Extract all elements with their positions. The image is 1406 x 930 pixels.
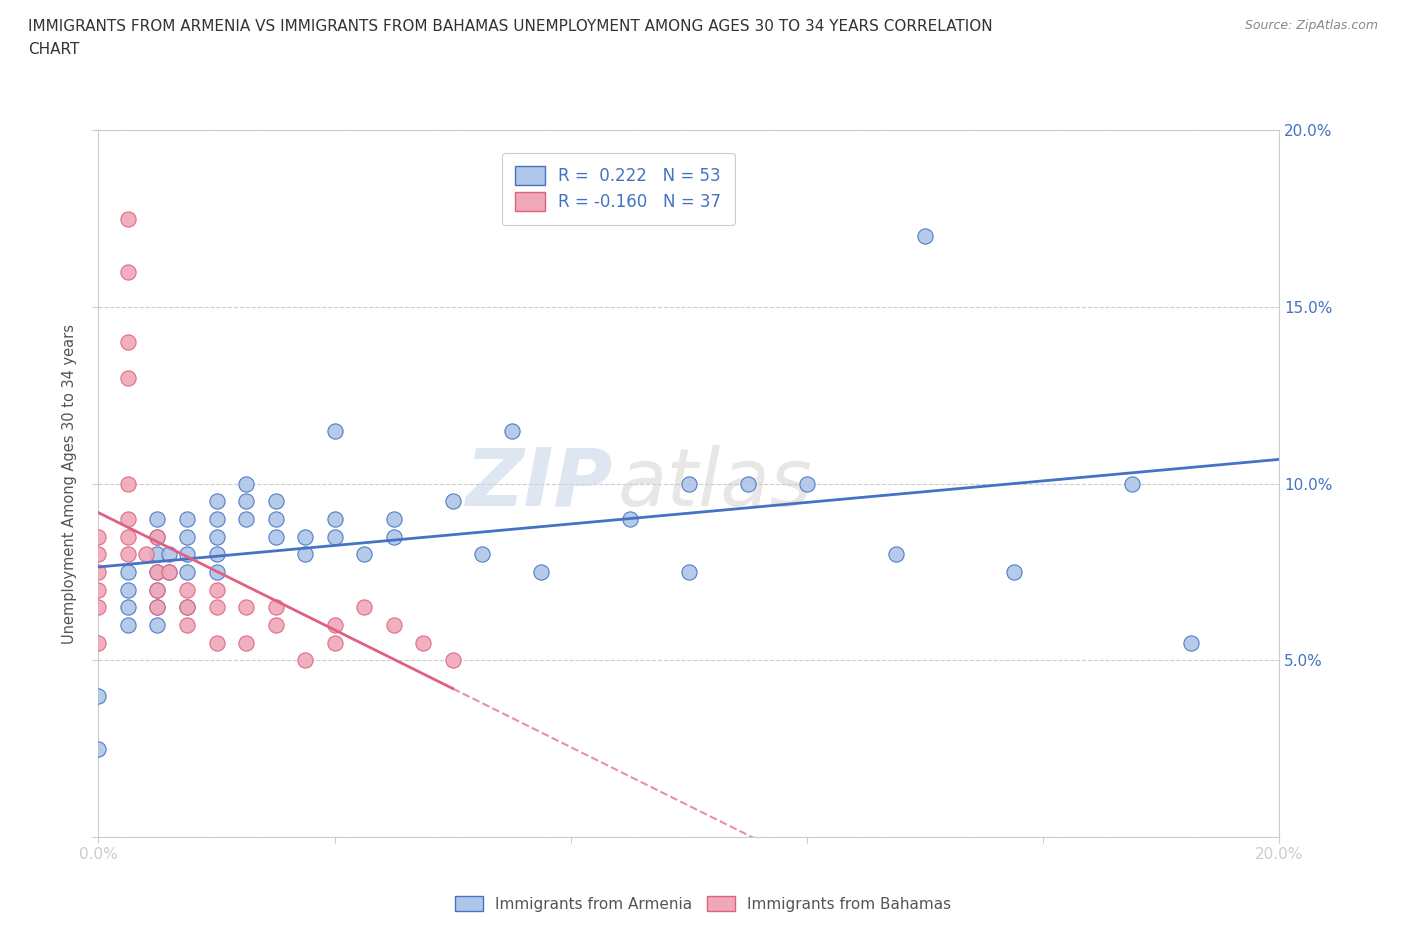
Text: IMMIGRANTS FROM ARMENIA VS IMMIGRANTS FROM BAHAMAS UNEMPLOYMENT AMONG AGES 30 TO: IMMIGRANTS FROM ARMENIA VS IMMIGRANTS FR… — [28, 19, 993, 33]
Point — [146, 618, 169, 632]
Point — [205, 512, 228, 526]
Point — [157, 565, 180, 579]
Point — [146, 565, 169, 579]
Y-axis label: Unemployment Among Ages 30 to 34 years: Unemployment Among Ages 30 to 34 years — [62, 324, 77, 644]
Point — [176, 582, 198, 597]
Point — [117, 600, 139, 615]
Point — [323, 635, 346, 650]
Point — [205, 494, 228, 509]
Point — [235, 600, 257, 615]
Point — [353, 600, 375, 615]
Point — [146, 547, 169, 562]
Point — [176, 618, 198, 632]
Point — [87, 582, 110, 597]
Point — [87, 635, 110, 650]
Point — [235, 494, 257, 509]
Point — [235, 512, 257, 526]
Point — [117, 582, 139, 597]
Legend: Immigrants from Armenia, Immigrants from Bahamas: Immigrants from Armenia, Immigrants from… — [449, 889, 957, 918]
Point — [264, 529, 287, 544]
Point — [117, 476, 139, 491]
Point — [117, 618, 139, 632]
Point — [117, 512, 139, 526]
Point — [135, 547, 157, 562]
Point — [87, 565, 110, 579]
Point — [176, 547, 198, 562]
Point — [117, 370, 139, 385]
Point — [294, 529, 316, 544]
Point — [157, 547, 180, 562]
Point — [264, 512, 287, 526]
Point — [382, 512, 405, 526]
Point — [205, 600, 228, 615]
Point — [678, 476, 700, 491]
Point — [619, 512, 641, 526]
Point — [176, 512, 198, 526]
Point — [176, 600, 198, 615]
Point — [146, 582, 169, 597]
Point — [441, 653, 464, 668]
Point — [117, 565, 139, 579]
Point — [441, 494, 464, 509]
Point — [205, 582, 228, 597]
Point — [884, 547, 907, 562]
Text: Source: ZipAtlas.com: Source: ZipAtlas.com — [1244, 19, 1378, 32]
Point — [117, 335, 139, 350]
Point — [235, 635, 257, 650]
Point — [382, 618, 405, 632]
Point — [323, 529, 346, 544]
Point — [87, 600, 110, 615]
Point — [146, 529, 169, 544]
Point — [323, 423, 346, 438]
Point — [146, 565, 169, 579]
Point — [205, 547, 228, 562]
Point — [294, 547, 316, 562]
Point — [205, 529, 228, 544]
Point — [412, 635, 434, 650]
Point — [146, 600, 169, 615]
Point — [117, 529, 139, 544]
Text: atlas: atlas — [619, 445, 813, 523]
Point — [157, 565, 180, 579]
Point — [176, 565, 198, 579]
Point — [117, 211, 139, 226]
Point — [471, 547, 494, 562]
Point — [264, 618, 287, 632]
Point — [176, 600, 198, 615]
Point — [353, 547, 375, 562]
Point — [678, 565, 700, 579]
Point — [264, 494, 287, 509]
Point — [146, 600, 169, 615]
Point — [264, 600, 287, 615]
Point — [501, 423, 523, 438]
Point — [205, 565, 228, 579]
Point — [1180, 635, 1202, 650]
Text: ZIP: ZIP — [465, 445, 612, 523]
Point — [1121, 476, 1143, 491]
Legend: R =  0.222   N = 53, R = -0.160   N = 37: R = 0.222 N = 53, R = -0.160 N = 37 — [502, 153, 734, 224]
Point — [1002, 565, 1025, 579]
Point — [323, 618, 346, 632]
Point — [205, 635, 228, 650]
Point — [87, 529, 110, 544]
Point — [382, 529, 405, 544]
Point — [146, 512, 169, 526]
Point — [146, 582, 169, 597]
Point — [796, 476, 818, 491]
Point — [87, 688, 110, 703]
Point — [87, 547, 110, 562]
Point — [146, 529, 169, 544]
Text: CHART: CHART — [28, 42, 80, 57]
Point — [176, 529, 198, 544]
Point — [117, 264, 139, 279]
Point — [117, 547, 139, 562]
Point — [294, 653, 316, 668]
Point — [323, 512, 346, 526]
Point — [87, 741, 110, 756]
Point — [914, 229, 936, 244]
Point — [530, 565, 553, 579]
Point — [235, 476, 257, 491]
Point — [737, 476, 759, 491]
